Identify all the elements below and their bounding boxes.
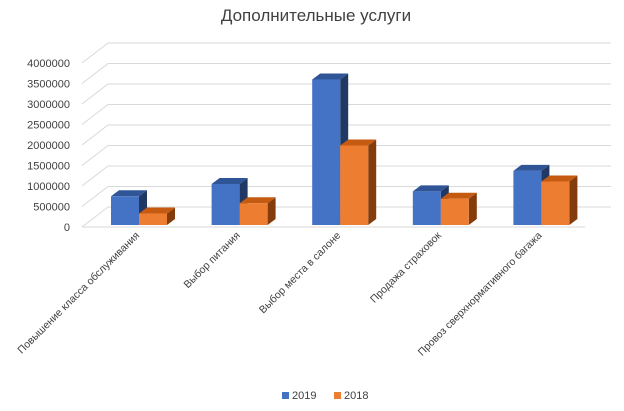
y-tick-label: 2000000 bbox=[27, 140, 70, 152]
bar-top bbox=[139, 207, 175, 214]
gridline bbox=[81, 83, 611, 105]
bar bbox=[541, 175, 578, 225]
bar-front bbox=[541, 181, 570, 225]
bar-top bbox=[211, 178, 248, 184]
bar bbox=[239, 197, 276, 225]
legend: 2019 2018 bbox=[282, 390, 368, 402]
bar-top bbox=[239, 197, 276, 204]
bar bbox=[139, 207, 175, 225]
bar-front bbox=[412, 191, 441, 225]
y-tick-label: 3000000 bbox=[27, 99, 70, 111]
y-tick-label: 1000000 bbox=[27, 181, 70, 193]
y-tick-label: 500000 bbox=[33, 202, 70, 214]
x-tick-label: Выбор места в салоне bbox=[257, 230, 344, 317]
bar-side bbox=[569, 175, 578, 225]
bar-front bbox=[139, 213, 167, 225]
y-tick-label: 3500000 bbox=[27, 79, 70, 91]
bar-front bbox=[440, 198, 469, 225]
bar-front bbox=[211, 184, 240, 225]
gridline bbox=[81, 124, 611, 146]
bar-top bbox=[513, 164, 550, 171]
bar-front bbox=[340, 145, 369, 225]
bar-side bbox=[167, 207, 175, 225]
legend-label: 2019 bbox=[292, 390, 316, 402]
legend-label: 2018 bbox=[344, 390, 368, 402]
gridlines bbox=[81, 42, 611, 228]
gridline bbox=[81, 145, 611, 166]
bar-side bbox=[468, 192, 477, 225]
legend-item: 2018 bbox=[334, 390, 368, 402]
legend-item: 2019 bbox=[282, 390, 316, 402]
gridline bbox=[81, 42, 611, 64]
x-tick-label: Повышение класса обслуживания bbox=[15, 230, 142, 357]
x-tick-label: Выбор питания bbox=[181, 230, 242, 291]
bar-front bbox=[513, 170, 542, 225]
y-tick-label: 4000000 bbox=[27, 58, 70, 70]
bar-top bbox=[340, 139, 377, 146]
bar-top bbox=[412, 185, 449, 192]
bar-top bbox=[312, 73, 349, 80]
y-tick-label: 2500000 bbox=[27, 120, 70, 132]
chart-title: Дополнительные услуги bbox=[221, 6, 411, 25]
y-tick-label: 0 bbox=[64, 222, 70, 234]
bar-side bbox=[267, 197, 276, 225]
x-tick-label: Продажа страховок bbox=[368, 229, 444, 305]
bar-top bbox=[440, 192, 477, 199]
y-axis: 0 500000 1000000 1500000 2000000 2500000 30000… bbox=[27, 58, 70, 234]
bar-top bbox=[541, 175, 578, 182]
bar-front bbox=[312, 79, 341, 225]
y-tick-label: 1500000 bbox=[27, 161, 70, 173]
bar-front bbox=[239, 203, 268, 225]
bar bbox=[440, 192, 477, 225]
legend-swatch bbox=[334, 392, 341, 399]
gridline bbox=[81, 104, 611, 125]
gridline bbox=[81, 63, 611, 84]
legend-swatch bbox=[282, 392, 289, 399]
x-axis: Повышение класса обслуживания Выбор питан… bbox=[15, 229, 544, 358]
gridline bbox=[81, 165, 611, 187]
bars bbox=[111, 73, 578, 225]
bar-front bbox=[111, 196, 139, 225]
x-tick-label: Провоз сверхнормативного багажа bbox=[416, 230, 545, 359]
bar bbox=[340, 139, 377, 225]
bar-side bbox=[368, 139, 377, 225]
bar-top bbox=[111, 190, 147, 197]
